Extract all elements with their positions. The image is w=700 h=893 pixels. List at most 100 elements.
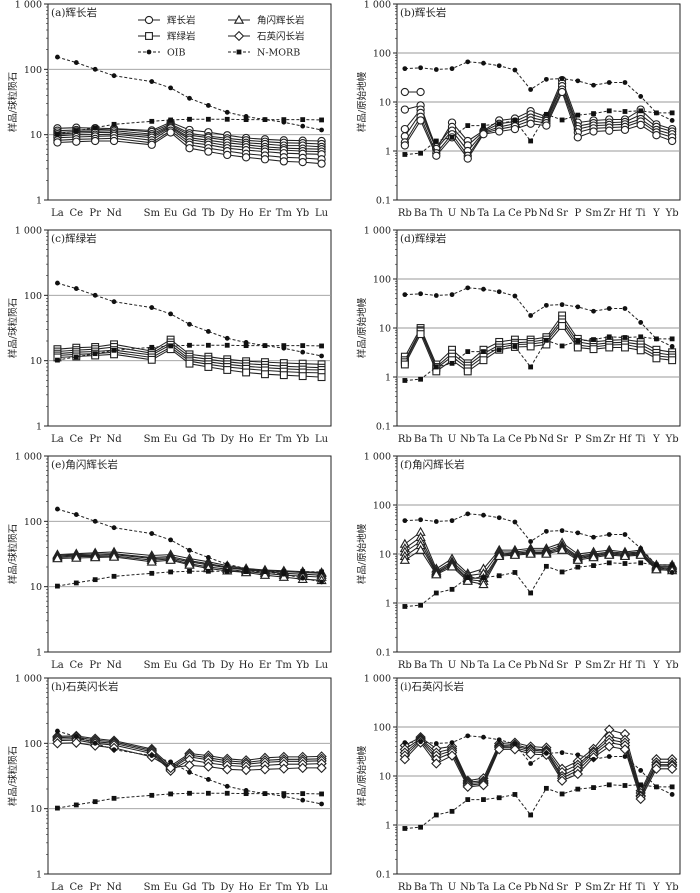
data-point [512,519,518,525]
series-group [55,790,324,811]
data-point [543,76,549,82]
data-point [669,562,675,568]
data-point [418,602,423,608]
legend-label: 辉长岩 [167,15,196,27]
y-tick-label: 10 [30,356,42,367]
data-point [465,285,471,291]
x-tick-label: Lu [315,882,329,893]
y-axis-label: 样品/球粒陨石 [7,72,19,132]
x-tick-label: Er [259,434,271,445]
series-line [404,61,673,121]
y-tick-label: 1 000 [15,0,42,11]
data-point [149,792,155,798]
data-point [146,556,157,566]
data-point [575,786,581,792]
data-point [481,797,486,802]
x-tick-label: Yb [665,660,679,671]
x-tick-label: Ce [508,882,522,893]
y-tick-label: 10 [30,130,42,141]
data-point [111,525,117,531]
series-line [57,792,322,809]
series-line [57,554,322,576]
data-point [433,812,439,818]
data-point [399,754,411,765]
data-point [168,311,174,317]
series-line [57,551,322,574]
legend-label: 角闪辉长岩 [257,15,305,27]
x-tick-label: Eu [164,882,178,893]
data-point [187,790,192,796]
x-tick-label: Gd [182,208,197,219]
data-point [168,537,174,543]
data-point [111,747,117,753]
series-line [404,336,673,381]
data-point [319,353,324,359]
data-point [55,357,60,363]
data-point [262,343,268,349]
chart-panel: 1 10 100 1 000 La Ce Pr Nd Sm Eu Gd Tb Dy Ho Er Tm Yb Lu 样… [7,226,332,445]
data-point [575,564,581,570]
y-tick-label: 1 000 [364,0,391,11]
x-tick-label: Y [652,882,660,893]
data-point [465,575,471,580]
x-tick-label: Rb [398,208,412,219]
data-point [591,756,596,762]
data-point [591,337,596,342]
data-point [418,517,423,523]
data-point [465,349,471,354]
x-tick-label: Gd [182,660,197,671]
data-point [494,550,505,560]
series-group [402,334,675,383]
data-point [184,760,195,771]
data-point [205,555,211,560]
data-point [402,740,408,746]
data-point [575,78,581,84]
series-line [57,570,322,587]
x-tick-label: Tb [202,208,215,219]
data-point [92,351,98,357]
data-point [73,286,79,291]
data-point [262,117,268,123]
x-tick-label: Pr [89,208,101,219]
x-tick-label: Ti [636,882,646,893]
legend-marker [233,30,245,42]
x-tick-label: Sm [144,660,161,671]
chart-panel: 1 10 100 1 000 La Ce Pr Nd Sm Eu Gd Tb Dy Ho Er Tm Yb Lu 样… [7,0,332,219]
data-point [463,367,472,376]
data-point [638,334,644,340]
series-group [402,511,675,575]
x-tick-label: U [448,660,456,671]
data-point [279,371,288,380]
y-axis-label: 样品/原始地幔 [356,71,368,132]
x-tick-label: Dy [220,434,234,445]
data-point [449,808,455,814]
series-line [404,784,673,829]
data-point [166,128,175,137]
data-point [317,373,326,382]
legend-marker [145,32,153,40]
x-tick-label: Eu [164,660,178,671]
data-point [559,528,565,534]
data-point [319,127,324,133]
data-point [223,150,232,160]
x-tick-label: Ba [414,208,427,219]
series-group [399,737,678,805]
data-point [147,140,156,149]
x-tick-label: Ce [508,434,522,445]
data-point [479,130,488,139]
data-point [543,528,549,534]
x-tick-label: Nb [460,434,475,445]
x-tick-label: Ce [70,660,84,671]
data-point [204,363,213,371]
data-point [165,762,176,774]
series-group [55,116,324,137]
data-point [449,740,455,746]
x-tick-label: Yb [295,882,309,893]
data-point [589,345,598,354]
x-tick-label: Sm [585,660,602,671]
x-tick-label: Dy [220,208,234,219]
data-point [591,82,596,88]
data-point [205,568,211,574]
data-point [433,519,439,524]
data-point [416,87,425,97]
